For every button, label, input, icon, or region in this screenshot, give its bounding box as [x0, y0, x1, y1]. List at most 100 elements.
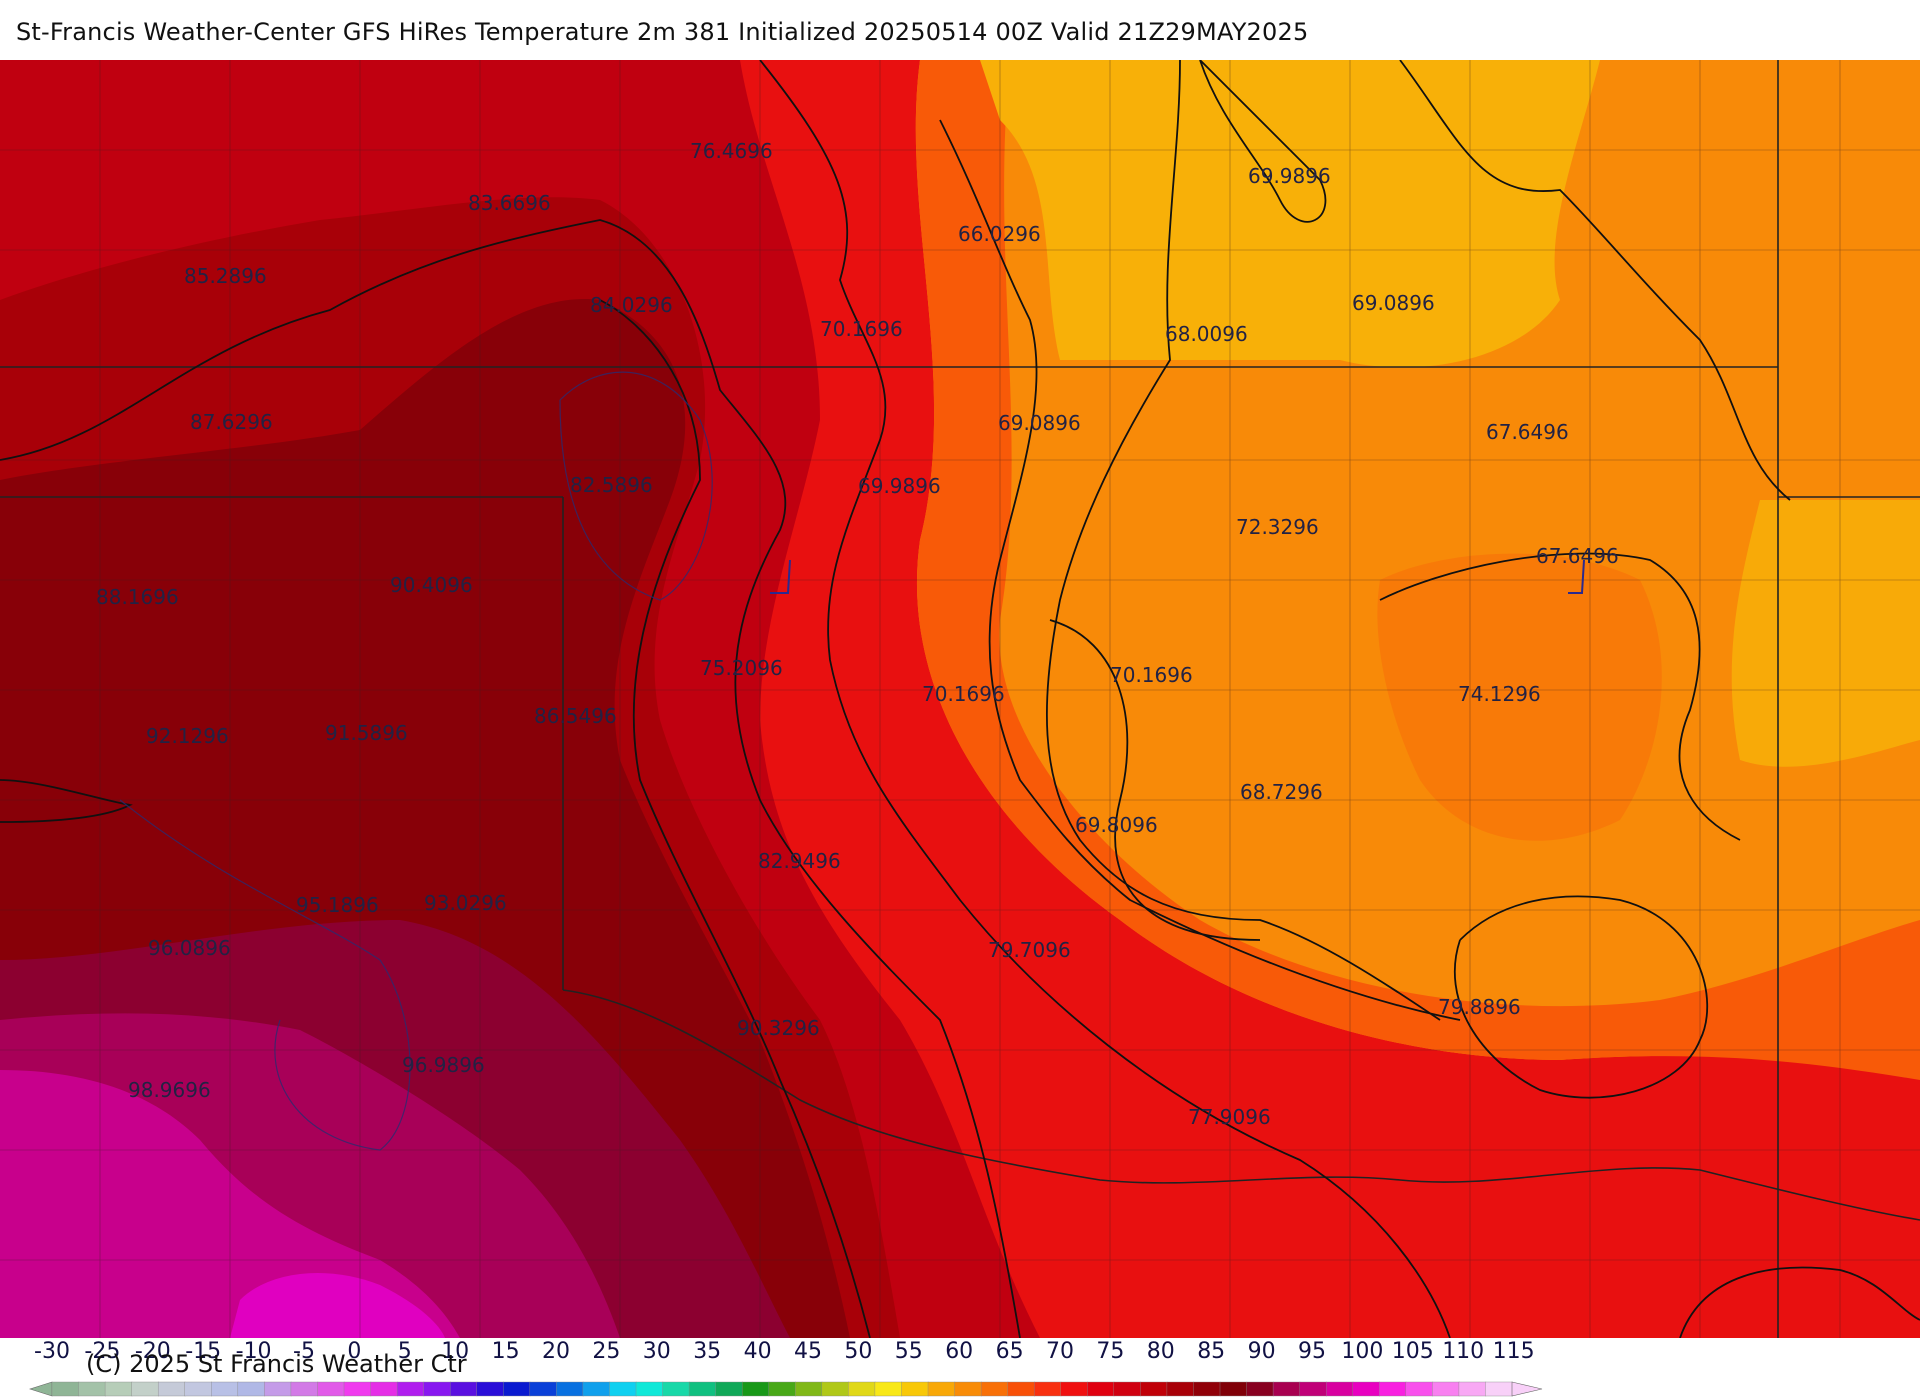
- scale-tick-label: 15: [492, 1339, 520, 1364]
- scale-tick-label: 60: [945, 1339, 973, 1364]
- scale-swatch: [980, 1381, 1009, 1397]
- scale-swatch: [662, 1381, 690, 1397]
- scale-swatch: [1219, 1381, 1248, 1397]
- scale-tick-label: 35: [693, 1339, 721, 1364]
- scale-tick-label: 25: [592, 1339, 620, 1364]
- scale-swatch: [1007, 1381, 1035, 1397]
- scale-swatch: [715, 1381, 743, 1397]
- scale-swatch: [1140, 1381, 1168, 1397]
- temperature-label: 90.3296: [737, 1016, 820, 1040]
- scale-tick-label: -15: [185, 1339, 221, 1364]
- scale-swatch: [529, 1381, 558, 1397]
- zone-75: [915, 60, 1920, 1080]
- temperature-label: 95.1896: [296, 893, 379, 917]
- scale-swatch: [874, 1381, 903, 1397]
- scale-swatch: [848, 1381, 876, 1397]
- temperature-map: 76.4696 83.6696 85.2896 84.0296 87.6296 82.58…: [0, 60, 1920, 1338]
- scale-swatch: [741, 1381, 770, 1397]
- temperature-label: 86.5496: [534, 704, 617, 728]
- scale-tick-label: 55: [895, 1339, 923, 1364]
- scale-tick-label: 5: [398, 1339, 412, 1364]
- scale-tick-label: 65: [996, 1339, 1024, 1364]
- scale-tick-label: 30: [643, 1339, 671, 1364]
- temperature-label: 74.1296: [1458, 682, 1541, 706]
- scale-swatch: [370, 1381, 398, 1397]
- temperature-label: 70.1696: [820, 317, 903, 341]
- scale-swatch: [51, 1381, 80, 1397]
- scale-tick-label: 45: [794, 1339, 822, 1364]
- temperature-label: 70.1696: [1110, 663, 1193, 687]
- scale-swatch: [609, 1381, 637, 1397]
- scale-tick-label: -20: [135, 1339, 171, 1364]
- zone-65-east: [1731, 500, 1920, 767]
- scale-swatch: [1432, 1381, 1460, 1397]
- scale-arrow-low: [29, 1381, 53, 1397]
- scale-swatch: [157, 1381, 186, 1397]
- copyright-text: (C) 2025 St Francis Weather Ctr: [86, 1350, 467, 1378]
- scale-swatch: [211, 1381, 239, 1397]
- scale-swatch: [184, 1381, 212, 1397]
- temperature-label: 69.8096: [1075, 813, 1158, 837]
- scale-swatch: [1060, 1381, 1088, 1397]
- scale-swatch: [1299, 1381, 1327, 1397]
- scale-tick-label: 70: [1046, 1339, 1074, 1364]
- scale-swatch: [1272, 1381, 1301, 1397]
- scale-tick-label: 20: [542, 1339, 570, 1364]
- temperature-label: 82.9496: [758, 849, 841, 873]
- scale-tick-label: 115: [1493, 1339, 1535, 1364]
- map-area: 76.4696 83.6696 85.2896 84.0296 87.6296 82.58…: [0, 60, 1920, 1338]
- scale-ticks: -30 -25 -20 -15 -10 -5 0 5 10 15 20 25 30 35 40 45 50 55 6…: [34, 1339, 1535, 1364]
- scale-tick-label: 85: [1197, 1339, 1225, 1364]
- temperature-label: 79.7096: [988, 938, 1071, 962]
- scale-swatch: [503, 1381, 531, 1397]
- temperature-label: 69.9896: [1248, 164, 1331, 188]
- temperature-label: 70.1696: [922, 682, 1005, 706]
- scale-tick-label: 40: [744, 1339, 772, 1364]
- scale-tick-label: -30: [34, 1339, 70, 1364]
- scale-swatch: [1405, 1381, 1434, 1397]
- temperature-label: 90.4096: [390, 573, 473, 597]
- scale-tick-label: 95: [1298, 1339, 1326, 1364]
- temperature-label: 79.8896: [1438, 995, 1521, 1019]
- scale-tick-label: 80: [1147, 1339, 1175, 1364]
- temperature-label: 96.9896: [402, 1053, 485, 1077]
- scale-swatch: [1166, 1381, 1195, 1397]
- scale-swatch: [635, 1381, 664, 1397]
- scale-swatch: [396, 1381, 425, 1397]
- temperature-label: 98.9696: [128, 1078, 211, 1102]
- color-scale: -30 -25 -20 -15 -10 -5 0 5 10 15 20 25 30 35 40 45 50 55 6…: [0, 1338, 1920, 1400]
- temperature-label: 67.6496: [1486, 420, 1569, 444]
- scale-tick-label: 10: [441, 1339, 469, 1364]
- scale-tick-label: 0: [347, 1339, 361, 1364]
- scale-swatch: [582, 1381, 611, 1397]
- scale-swatch: [423, 1381, 451, 1397]
- scale-tick-label: -10: [236, 1339, 272, 1364]
- scale-swatch: [1193, 1381, 1221, 1397]
- temperature-labels: 76.4696 83.6696 85.2896 84.0296 87.6296 82.58…: [96, 139, 1619, 1129]
- scale-swatch: [821, 1381, 850, 1397]
- scale-tick-label: 90: [1248, 1339, 1276, 1364]
- scale-swatch: [264, 1381, 292, 1397]
- temperature-label: 69.0896: [998, 411, 1081, 435]
- scale-swatch: [237, 1381, 266, 1397]
- scale-swatch: [768, 1381, 796, 1397]
- scale-tick-label: 105: [1392, 1339, 1434, 1364]
- temperature-label: 93.0296: [424, 891, 507, 915]
- temperature-label: 96.0896: [148, 936, 231, 960]
- map-title: St-Francis Weather-Center GFS HiRes Temp…: [16, 18, 1309, 46]
- scale-swatch: [954, 1381, 982, 1397]
- scale-swatch: [1352, 1381, 1380, 1397]
- scale-swatch: [1087, 1381, 1115, 1397]
- temperature-label: 77.9096: [1188, 1105, 1271, 1129]
- title-bar: St-Francis Weather-Center GFS HiRes Temp…: [0, 0, 1920, 60]
- scale-tick-label: -25: [84, 1339, 120, 1364]
- scale-swatch: [1246, 1381, 1274, 1397]
- scale-swatch: [1379, 1381, 1407, 1397]
- scale-arrow-high: [1511, 1381, 1543, 1397]
- temperature-label: 66.0296: [958, 222, 1041, 246]
- scale-tick-label: 75: [1096, 1339, 1124, 1364]
- temperature-label: 87.6296: [190, 410, 273, 434]
- scale-swatch: [449, 1381, 478, 1397]
- temperature-label: 88.1696: [96, 585, 179, 609]
- temperature-label: 83.6696: [468, 191, 551, 215]
